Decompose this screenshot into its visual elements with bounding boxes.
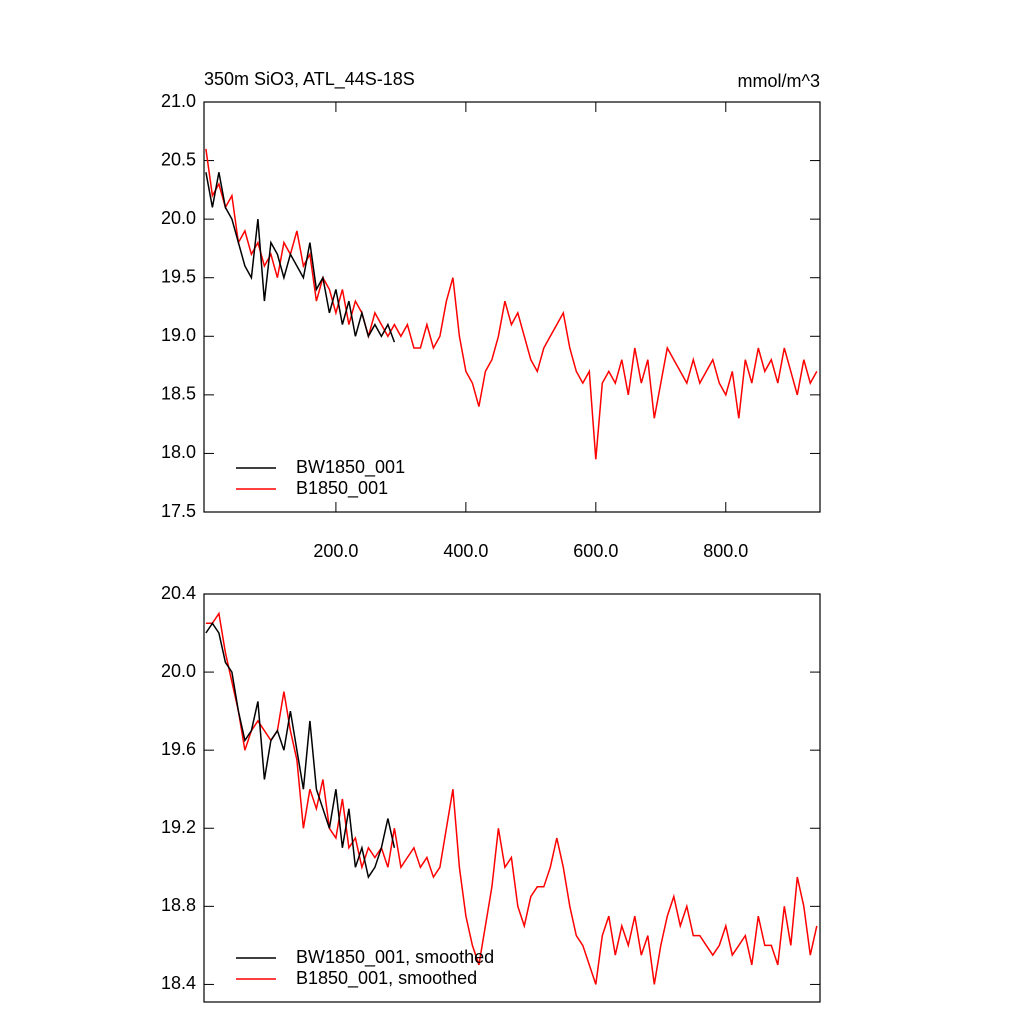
- plot-frame: [203, 593, 821, 1003]
- x-tick-label: 400.0: [443, 541, 488, 561]
- y-tick-label: 21.0: [161, 91, 196, 111]
- y-tick-label: 18.8: [161, 895, 196, 915]
- plot-frame: [203, 101, 821, 513]
- series-line: [205, 148, 818, 460]
- y-tick-label: 19.5: [161, 266, 196, 286]
- y-tick-label: 19.2: [161, 817, 196, 837]
- y-tick-label: 18.0: [161, 442, 196, 462]
- series-line: [205, 611, 818, 985]
- y-tick-label: 18.4: [161, 973, 196, 993]
- x-tick-label: 600.0: [573, 541, 618, 561]
- y-tick-label: 20.4: [161, 583, 196, 603]
- chart-title: 350m SiO3, ATL_44S-18S: [204, 69, 415, 90]
- legend-label: BW1850_001: [296, 457, 405, 478]
- legend-label: B1850_001: [296, 478, 388, 499]
- x-tick-label: 800.0: [703, 541, 748, 561]
- series-line: [205, 621, 396, 879]
- y-tick-label: 19.6: [161, 739, 196, 759]
- y-tick-label: 20.5: [161, 149, 196, 169]
- x-tick-label: 200.0: [313, 541, 358, 561]
- y-tick-label: 18.5: [161, 384, 196, 404]
- y-tick-label: 20.0: [161, 661, 196, 681]
- y-tick-label: 20.0: [161, 208, 196, 228]
- y-tick-label: 19.0: [161, 325, 196, 345]
- series-line: [205, 172, 396, 343]
- legend-label: B1850_001, smoothed: [296, 968, 477, 989]
- y-tick-label: 17.5: [161, 501, 196, 521]
- legend-label: BW1850_001, smoothed: [296, 947, 494, 968]
- units-label: mmol/m^3: [738, 71, 820, 91]
